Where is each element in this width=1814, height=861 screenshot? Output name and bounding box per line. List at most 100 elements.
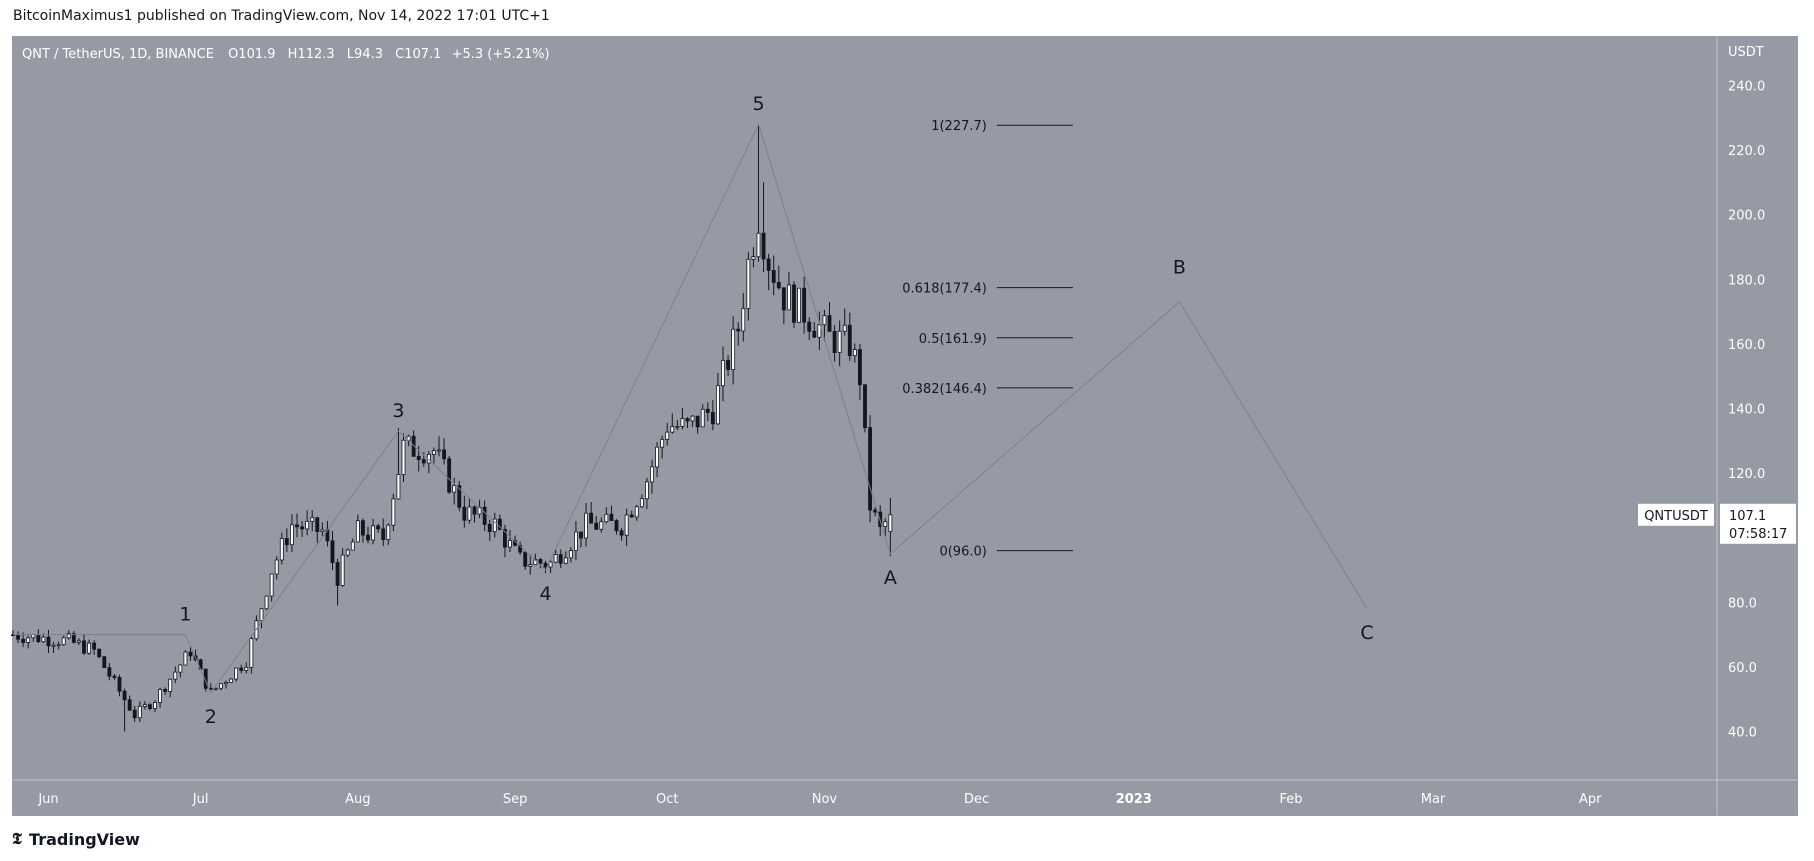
candle-body <box>97 648 102 658</box>
candle-body <box>71 633 76 643</box>
time-axis[interactable] <box>13 780 1797 815</box>
candle-body <box>249 638 254 668</box>
candle-body <box>548 561 553 568</box>
candle-body <box>447 458 452 493</box>
candle-body <box>61 637 66 646</box>
wave-label: 1 <box>179 604 191 626</box>
candle-body <box>568 550 573 559</box>
candle-body <box>746 258 751 309</box>
candle-body <box>36 634 41 643</box>
candle-body <box>391 498 396 526</box>
candle-body <box>361 520 365 536</box>
candle-body <box>269 573 274 597</box>
candle-body <box>655 446 659 468</box>
candle-body <box>690 415 695 422</box>
candle-body <box>127 699 132 711</box>
candle-body <box>224 681 228 685</box>
elliott-wave-line <box>13 122 1368 694</box>
candle-body <box>574 531 578 552</box>
candle-body <box>21 638 26 643</box>
candle-body <box>320 529 325 532</box>
candle-body <box>264 595 269 610</box>
candle-body <box>112 675 117 678</box>
candle-body <box>16 634 20 640</box>
candle-body <box>624 514 629 536</box>
candle-body <box>716 385 720 425</box>
candle-body <box>183 651 188 666</box>
candle-body <box>604 513 609 523</box>
candle-body <box>619 530 624 536</box>
candle-body <box>680 418 685 427</box>
candle-body <box>528 564 533 567</box>
last-price-marker: QNTUSDT 107.1 07:58:17 <box>1638 503 1796 544</box>
candle-body <box>503 528 507 548</box>
price-tick-label: 60.0 <box>1728 661 1757 676</box>
symbol-legend[interactable]: QNT / TetherUS, 1D, BINANCE O101.9 H112.… <box>22 47 550 62</box>
candle-body <box>310 517 315 522</box>
candle-body <box>629 514 634 518</box>
wave-label: C <box>1360 622 1373 644</box>
price-tick-label: 140.0 <box>1728 403 1765 418</box>
ticker-label: QNTUSDT <box>1644 509 1708 524</box>
fibonacci-levels-layer: 1(227.7) 0.618(177.4) 0.5(161.9) 0.382(146.… <box>902 119 1073 560</box>
candle-body <box>244 666 249 671</box>
candle-body <box>122 690 127 701</box>
candle-body <box>305 520 310 530</box>
price-tick-label: 160.0 <box>1728 338 1765 353</box>
time-tick-label: Dec <box>964 792 989 807</box>
candle-body <box>776 282 781 289</box>
candle-body <box>295 524 299 528</box>
candle-body <box>802 287 807 323</box>
candle-body <box>761 232 766 260</box>
time-tick-label: Sep <box>503 792 528 807</box>
candle-body <box>726 359 730 370</box>
candle-body <box>66 633 71 639</box>
candle-body <box>675 425 680 428</box>
candle-body <box>731 328 736 370</box>
time-tick-label: Oct <box>656 792 678 807</box>
wave-label: 3 <box>392 400 404 422</box>
time-axis-ticks: Jun Jul Aug Sep Oct Nov Dec 2023 Feb Mar Apr <box>37 792 1602 807</box>
candle-body <box>492 518 497 532</box>
candle-body <box>523 551 528 567</box>
candle-body <box>579 531 583 539</box>
tradingview-logo-icon: 𝕿 <box>12 829 24 848</box>
candle-body <box>137 706 142 719</box>
candle-body <box>102 656 107 669</box>
candle-body <box>888 514 893 532</box>
candle-body <box>685 418 690 422</box>
candle-body <box>817 324 822 338</box>
candle-body <box>700 408 705 428</box>
wave-label: B <box>1173 257 1186 279</box>
candle-body <box>219 683 223 689</box>
time-tick-label: 2023 <box>1116 792 1152 807</box>
open-label: O <box>228 47 238 62</box>
candle-body <box>274 559 279 575</box>
candle-body <box>721 359 725 387</box>
candle-body <box>670 426 675 433</box>
candle-body <box>234 667 239 680</box>
candle-body <box>736 328 741 332</box>
low-value: 94.3 <box>354 47 383 62</box>
footer-brand[interactable]: 𝕿 TradingView <box>12 829 140 849</box>
candle-body <box>634 506 639 518</box>
fib-level-label: 0.5(161.9) <box>919 332 987 347</box>
candle-body <box>345 549 350 556</box>
candle-body <box>797 287 801 323</box>
last-price-value: 107.1 <box>1729 509 1766 524</box>
candle-body <box>710 412 715 425</box>
brand-name: TradingView <box>29 829 140 849</box>
fib-level-label: 0.618(177.4) <box>902 282 987 297</box>
candle-body <box>158 689 162 703</box>
wave-label: 5 <box>752 93 764 115</box>
candle-body <box>239 667 244 671</box>
candle-body <box>173 671 178 680</box>
candle-body <box>609 513 614 521</box>
time-tick-label: Jun <box>37 792 58 807</box>
price-axis[interactable] <box>1717 37 1797 780</box>
candle-body <box>589 512 594 524</box>
candle-body <box>132 709 137 719</box>
candle-body <box>213 687 218 690</box>
candle-body <box>832 330 837 353</box>
